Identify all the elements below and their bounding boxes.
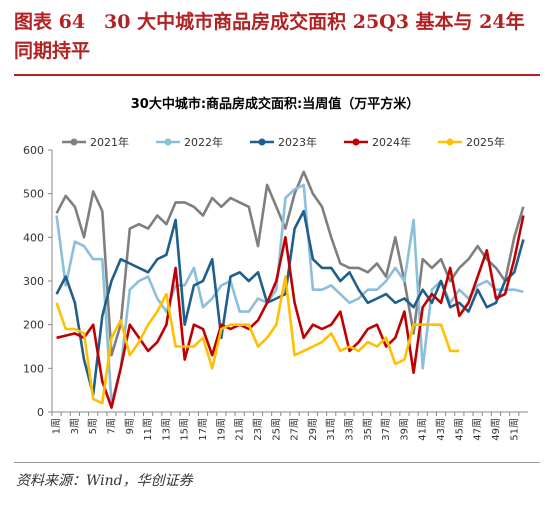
- x-tick-label: 5周: [87, 418, 99, 434]
- y-tick-label: 0: [37, 406, 44, 419]
- x-tick-label: 41周: [417, 418, 429, 441]
- legend-marker: [164, 138, 172, 146]
- header-rule: [14, 74, 540, 76]
- x-tick-label: 31周: [325, 418, 337, 441]
- x-tick-label: 25周: [270, 418, 282, 441]
- header-title: 图表 64 30 大中城市商品房成交面积 25Q3 基本与 24年同期持平: [14, 11, 525, 62]
- x-tick-label: 29周: [307, 418, 319, 441]
- x-tick-label: 47周: [472, 418, 484, 441]
- legend-label: 2021年: [90, 135, 129, 149]
- x-tick-label: 27周: [289, 418, 301, 441]
- x-tick-label: 33周: [344, 418, 356, 441]
- x-tick-label: 17周: [197, 418, 209, 441]
- x-tick-label: 51周: [508, 418, 520, 441]
- x-tick-label: 35周: [362, 418, 374, 441]
- y-tick-label: 500: [23, 188, 44, 201]
- y-tick-label: 600: [23, 144, 44, 157]
- legend-marker: [446, 138, 454, 146]
- legend-label: 2025年: [466, 135, 505, 149]
- x-tick-label: 37周: [380, 418, 392, 441]
- legend-label: 2024年: [372, 135, 411, 149]
- x-tick-label: 11周: [142, 418, 154, 441]
- x-tick-label: 49周: [490, 418, 502, 441]
- footer-rule: [14, 462, 540, 463]
- y-tick-label: 100: [23, 362, 44, 375]
- legend-label: 2022年: [184, 135, 223, 149]
- legend-marker: [258, 138, 266, 146]
- series-line: [55, 170, 525, 357]
- x-tick-label: 1周: [51, 418, 63, 434]
- chart: 30大中城市:商品房成交面积:当周值（万平方米） 0 100 200 300 400 50…: [23, 96, 528, 441]
- series-line: [55, 209, 525, 396]
- y-tick-label: 300: [23, 275, 44, 288]
- series-line: [56, 215, 525, 409]
- series-line: [55, 183, 524, 405]
- x-tick-label: 45周: [453, 418, 465, 441]
- y-tick-label: 400: [23, 231, 44, 244]
- x-tick-label: 3周: [69, 418, 81, 434]
- legend-marker: [70, 138, 78, 146]
- x-tick-label: 9周: [124, 418, 136, 434]
- x-tick-label: 7周: [106, 418, 118, 434]
- series-line: [55, 275, 460, 405]
- legend-marker: [352, 138, 360, 146]
- chart-title: 30大中城市:商品房成交面积:当周值（万平方米）: [131, 96, 420, 112]
- x-tick-label: 39周: [398, 418, 410, 441]
- legend-label: 2023年: [278, 135, 317, 149]
- x-tick-label: 19周: [215, 418, 227, 441]
- source: 资料来源：Wind，华创证券: [16, 473, 193, 489]
- x-tick-label: 43周: [435, 418, 447, 441]
- x-tick-label: 21周: [234, 418, 246, 441]
- x-tick-label: 15周: [179, 418, 191, 441]
- x-tick-label: 13周: [160, 418, 172, 441]
- y-tick-label: 200: [23, 319, 44, 332]
- x-tick-label: 23周: [252, 418, 264, 441]
